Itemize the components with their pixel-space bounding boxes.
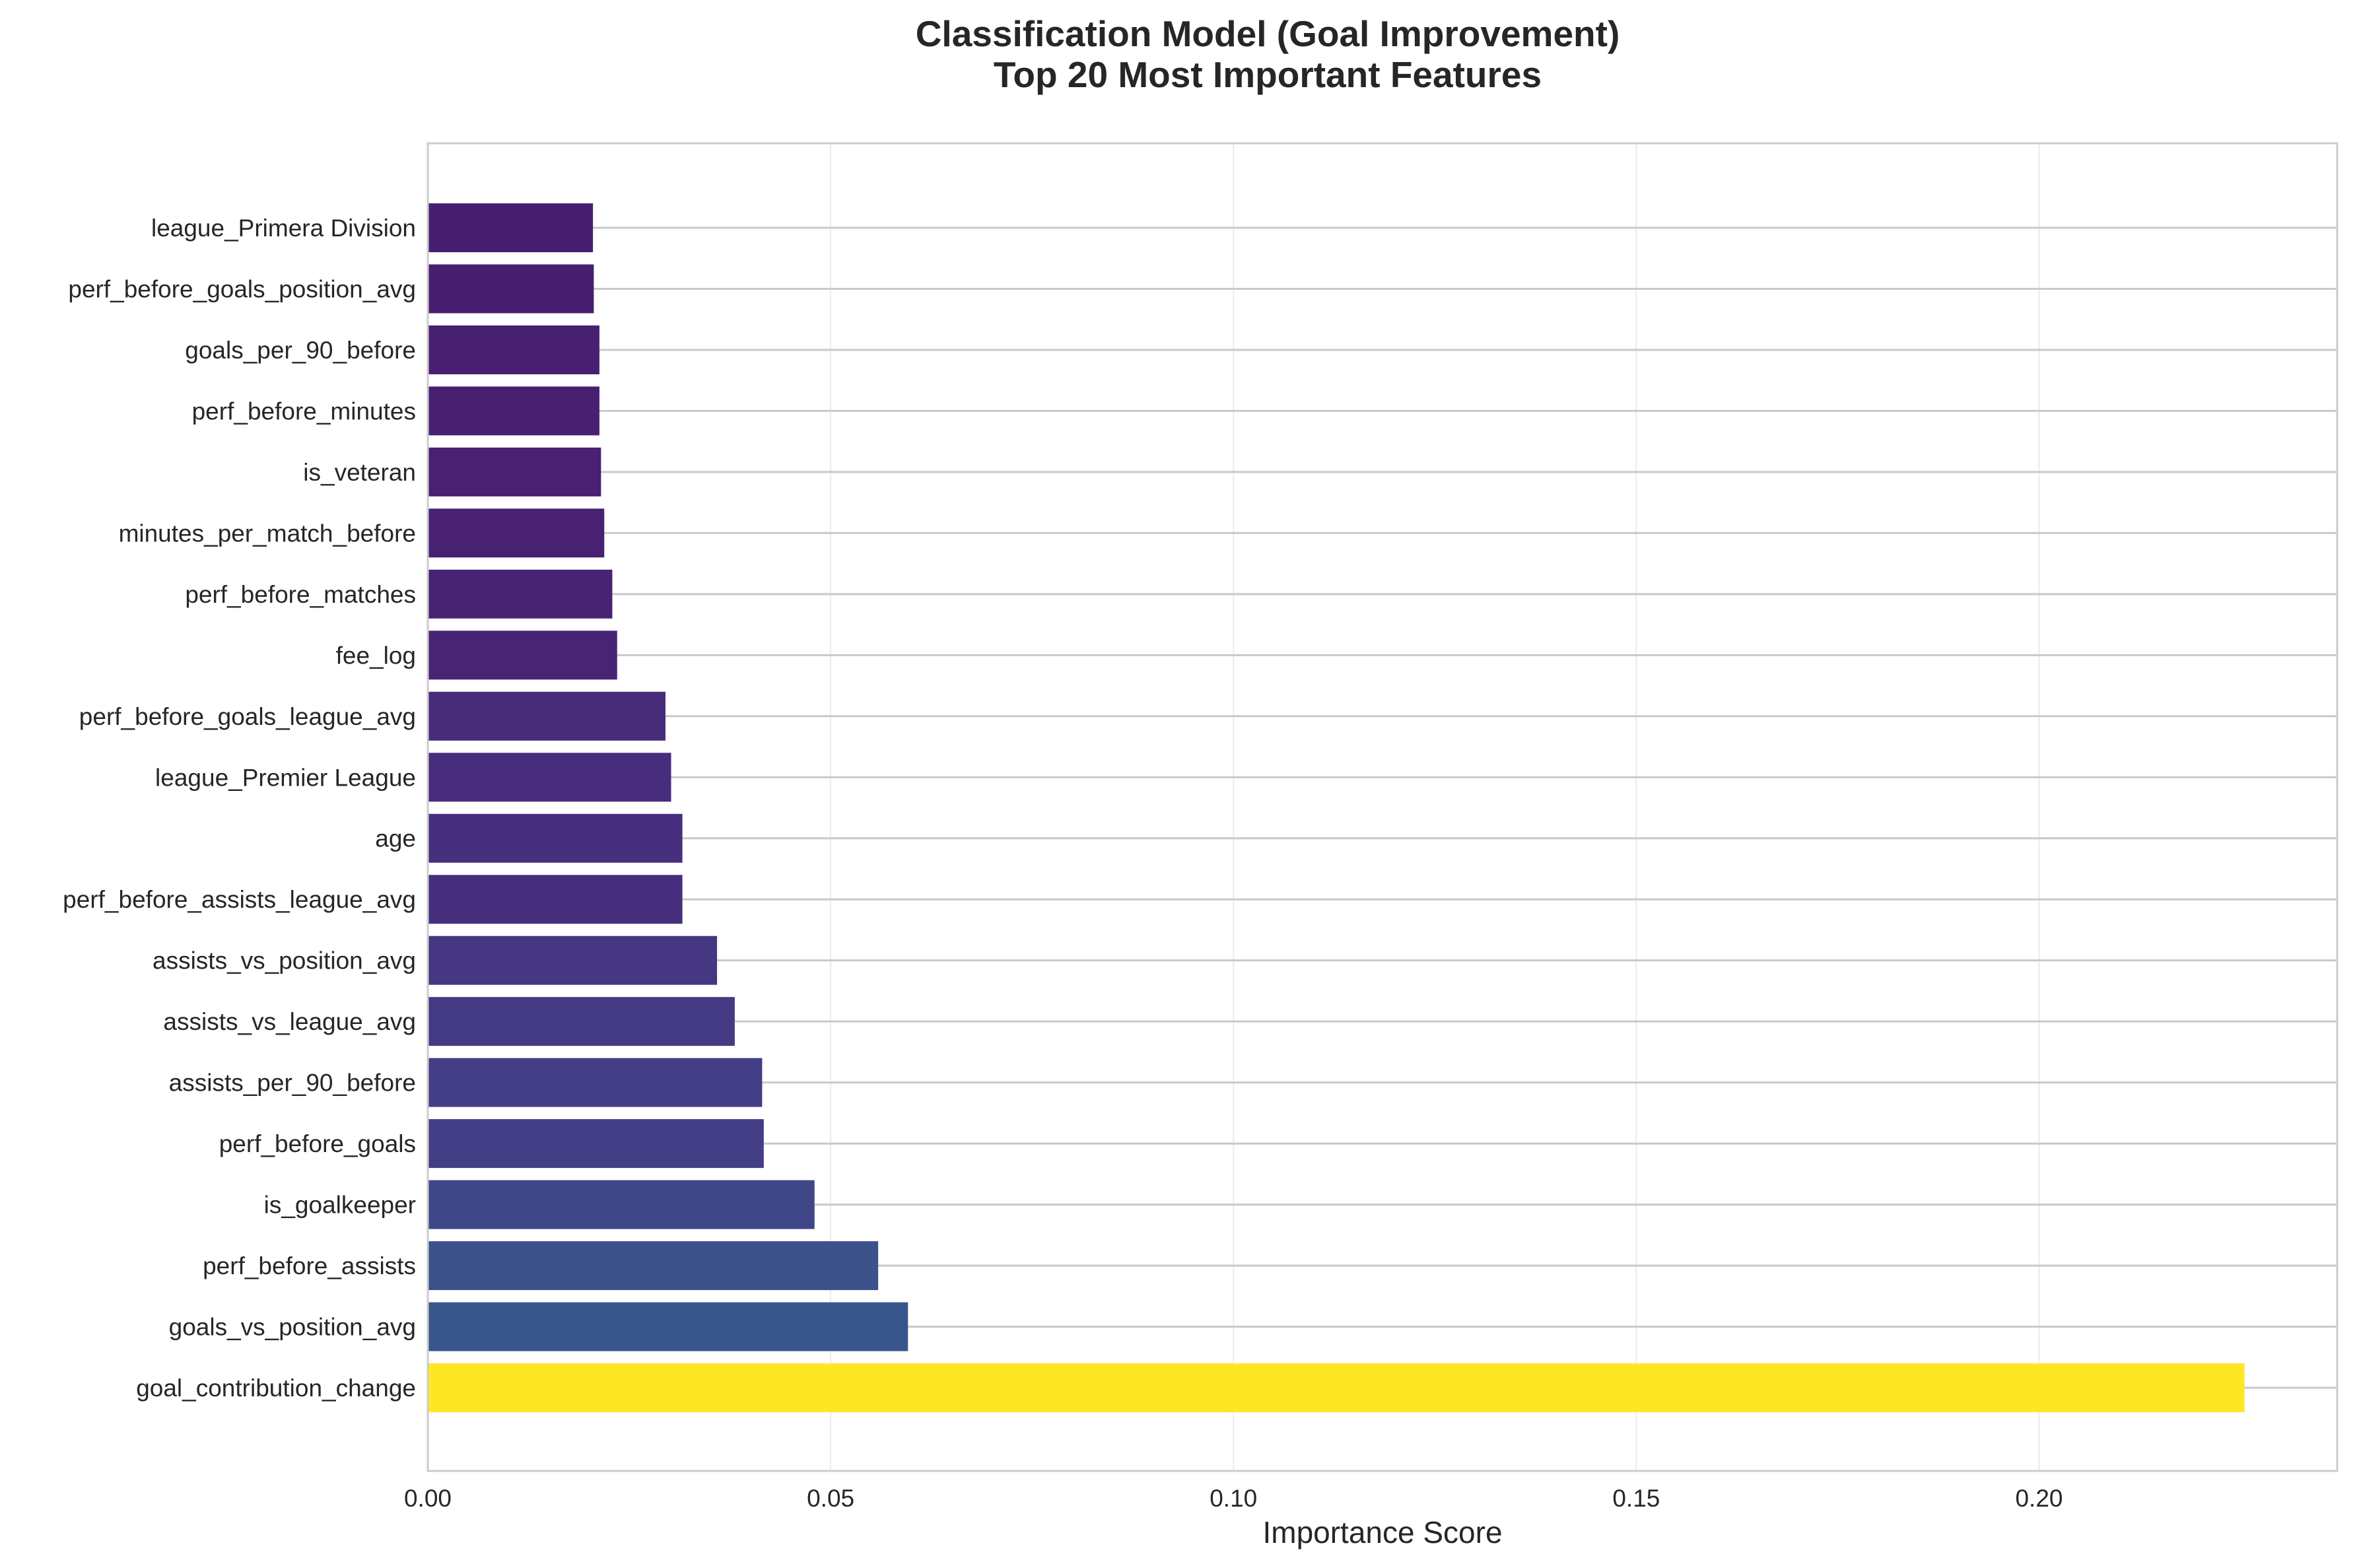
bar xyxy=(428,264,594,314)
y-tick-label: league_Primera Division xyxy=(151,215,416,242)
bar xyxy=(428,325,599,374)
y-tick-label: goal_contribution_change xyxy=(136,1375,416,1402)
y-tick-label: league_Premier League xyxy=(155,764,416,791)
bar xyxy=(428,753,671,802)
chart-subtitle: Top 20 Most Important Features xyxy=(994,54,1542,95)
x-tick-label: 0.15 xyxy=(1612,1485,1660,1512)
bar xyxy=(428,1058,763,1107)
bar xyxy=(428,203,594,252)
bar xyxy=(428,813,683,863)
y-tick-label: fee_log xyxy=(336,642,416,669)
y-tick-label: perf_before_goals_league_avg xyxy=(79,703,416,730)
bar xyxy=(428,1241,879,1291)
bar xyxy=(428,1302,908,1351)
bar xyxy=(428,1363,2245,1412)
y-tick-label: perf_before_goals_position_avg xyxy=(68,275,416,302)
bar xyxy=(428,1119,764,1169)
x-tick-label: 0.10 xyxy=(1210,1485,1257,1512)
bar xyxy=(428,569,613,619)
bar xyxy=(428,691,666,741)
bars xyxy=(428,203,2245,1412)
x-tick-labels: 0.00 0.05 0.10 0.15 0.20 xyxy=(404,1485,2063,1512)
bar xyxy=(428,386,599,436)
y-tick-label: is_veteran xyxy=(303,459,416,486)
y-tick-label: is_goalkeeper xyxy=(264,1192,416,1219)
y-tick-label: minutes_per_match_before xyxy=(119,520,416,547)
y-tick-label: assists_vs_position_avg xyxy=(153,947,416,974)
y-tick-label: perf_before_matches xyxy=(185,581,416,608)
bar xyxy=(428,997,735,1046)
y-tick-label: assists_vs_league_avg xyxy=(163,1008,416,1035)
y-tick-label: goals_per_90_before xyxy=(185,337,416,364)
bar xyxy=(428,447,601,496)
x-tick-label: 0.20 xyxy=(2015,1485,2063,1512)
chart-title: Classification Model (Goal Improvement) xyxy=(916,13,1620,54)
y-tick-label: perf_before_assists xyxy=(203,1252,416,1279)
bar xyxy=(428,508,605,558)
bar xyxy=(428,631,617,680)
y-tick-label: perf_before_minutes xyxy=(192,397,416,425)
bar xyxy=(428,875,683,924)
y-tick-labels: league_Primera Division perf_before_goals… xyxy=(63,215,416,1402)
y-tick-label: age xyxy=(375,825,416,852)
y-tick-label: perf_before_assists_league_avg xyxy=(63,886,416,913)
y-tick-label: goals_vs_position_avg xyxy=(169,1314,416,1341)
x-tick-label: 0.00 xyxy=(404,1485,452,1512)
bar xyxy=(428,936,718,985)
x-axis-label: Importance Score xyxy=(1262,1515,1502,1550)
y-tick-label: assists_per_90_before xyxy=(169,1070,416,1097)
x-tick-label: 0.05 xyxy=(807,1485,854,1512)
plot-frame xyxy=(427,142,2338,1472)
y-tick-label: perf_before_goals xyxy=(219,1130,416,1157)
bar xyxy=(428,1180,815,1229)
